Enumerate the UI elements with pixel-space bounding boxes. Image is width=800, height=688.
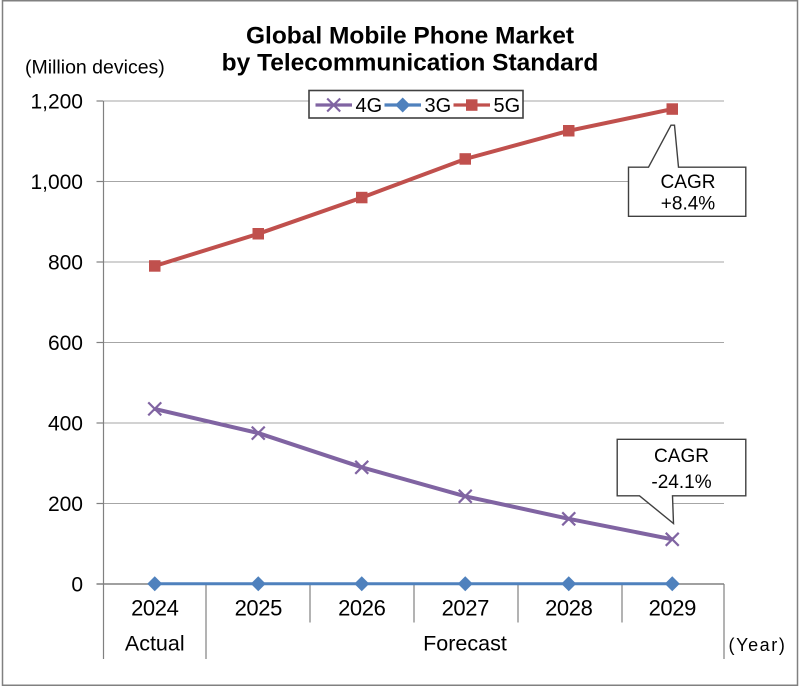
svg-text:1,000: 1,000 [30, 171, 83, 194]
svg-text:600: 600 [48, 332, 83, 355]
svg-text:200: 200 [48, 493, 83, 516]
svg-text:+8.4%: +8.4% [661, 194, 716, 215]
svg-text:CAGR: CAGR [661, 172, 716, 193]
svg-text:2025: 2025 [235, 596, 283, 621]
svg-text:CAGR: CAGR [654, 446, 709, 467]
svg-text:400: 400 [48, 413, 83, 436]
svg-text:2024: 2024 [131, 596, 179, 621]
svg-text:Forecast: Forecast [423, 632, 507, 656]
svg-text:1,200: 1,200 [30, 91, 83, 114]
svg-text:Actual: Actual [125, 632, 185, 656]
svg-text:0: 0 [71, 574, 83, 597]
svg-text:(Million devices): (Million devices) [25, 57, 165, 79]
svg-text:2028: 2028 [545, 596, 593, 621]
svg-text:4G: 4G [356, 95, 383, 117]
svg-text:2027: 2027 [442, 596, 490, 621]
svg-text:3G: 3G [425, 95, 452, 117]
svg-text:Global Mobile Phone Market: Global Mobile Phone Market [246, 23, 574, 50]
svg-text:2029: 2029 [649, 596, 697, 621]
svg-text:5G: 5G [494, 95, 521, 117]
svg-text:(Year): (Year) [729, 635, 787, 655]
svg-text:2026: 2026 [338, 596, 386, 621]
svg-text:-24.1%: -24.1% [651, 472, 711, 493]
svg-text:800: 800 [48, 252, 83, 275]
svg-text:by Telecommunication Standard: by Telecommunication Standard [222, 50, 599, 77]
